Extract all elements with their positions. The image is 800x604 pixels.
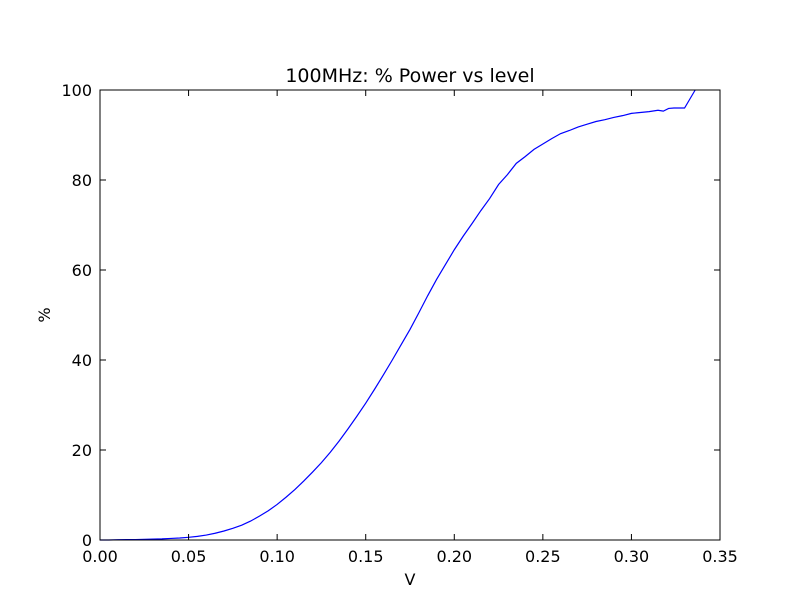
x-tick-label: 0.35 xyxy=(702,547,738,566)
y-tick-label: 20 xyxy=(72,441,92,460)
axis-ticks: 0.00 0.05 0.10 0.15 0.20 0.25 0.30 0.35 0 20 40 60 8… xyxy=(61,81,737,566)
chart-title: 100MHz: % Power vs level xyxy=(285,65,534,87)
axes-frame xyxy=(99,89,721,541)
x-axis-label: V xyxy=(405,570,416,589)
x-tick-label: 0.10 xyxy=(259,547,295,566)
x-tick-label: 0.20 xyxy=(436,547,472,566)
y-tick-label: 100 xyxy=(61,81,92,100)
x-tick-label: 0.15 xyxy=(348,547,384,566)
y-axis-label: % xyxy=(35,307,54,322)
x-tick-label: 0.25 xyxy=(525,547,561,566)
x-tick-label: 0.00 xyxy=(82,547,118,566)
y-tick-label: 40 xyxy=(72,351,92,370)
series-line xyxy=(100,89,696,541)
x-tick-label: 0.05 xyxy=(171,547,207,566)
plot-area xyxy=(100,89,696,541)
y-tick-label: 0 xyxy=(82,531,92,550)
y-tick-label: 80 xyxy=(72,171,92,190)
x-tick-label: 0.30 xyxy=(614,547,650,566)
y-tick-label: 60 xyxy=(72,261,92,280)
